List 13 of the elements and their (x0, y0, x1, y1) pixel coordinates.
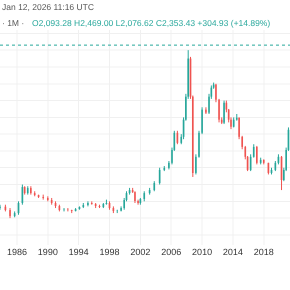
x-tick-label: 1990 (38, 247, 58, 257)
x-tick-label: 2002 (130, 247, 150, 257)
text: Jan 12, 2026 11:16 UTC (2, 2, 94, 12)
x-tick-label: 1998 (100, 247, 120, 257)
x-tick-label: 1986 (6, 247, 27, 257)
x-tick-label: 2018 (254, 247, 274, 257)
text: · 1M · (2, 18, 24, 28)
x-tick-label: 2010 (192, 247, 212, 257)
x-tick-label: 1994 (68, 247, 89, 257)
candlestick (63, 208, 65, 212)
x-tick-label: 2006 (161, 247, 182, 257)
x-tick-label: 2014 (222, 247, 243, 257)
text: O2,093.28 H2,469.00 L2,076.62 C2,353.43 +304.93 (+14.89%) (32, 18, 270, 28)
